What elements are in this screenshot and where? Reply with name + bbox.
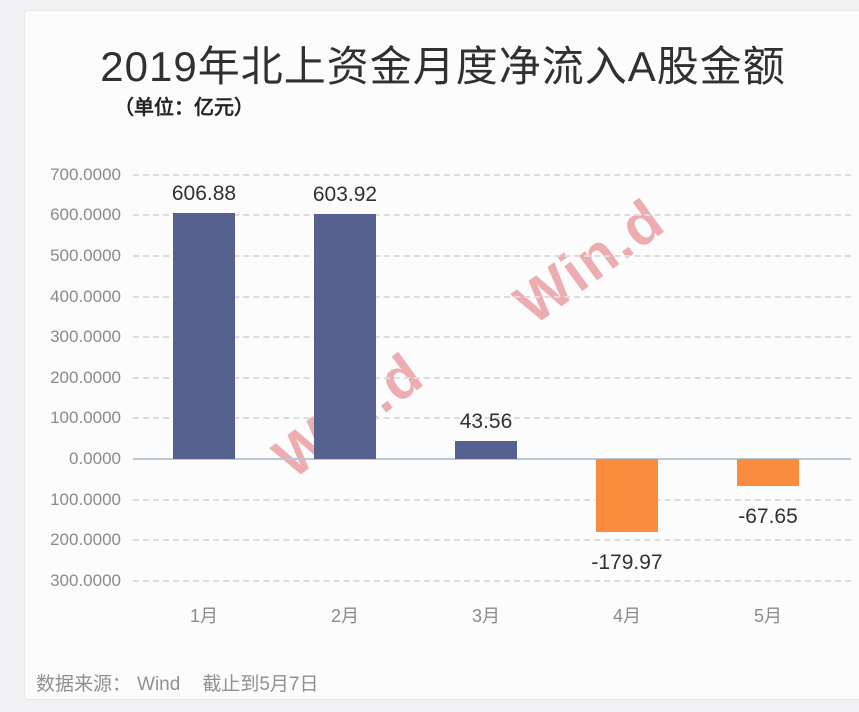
y-axis-tick-label: 700.0000 (50, 164, 121, 184)
y-axis-tick-label: 200.0000 (50, 530, 121, 550)
y-axis-tick-label: 0.0000 (69, 449, 121, 468)
bar-3月 (455, 441, 517, 459)
y-axis-tick-label: 100.0000 (50, 489, 121, 509)
x-axis-label: 1月 (189, 606, 218, 626)
gridline (133, 498, 851, 501)
cutoff-note: 截止到5月7日 (202, 674, 319, 695)
bar-2月 (314, 213, 376, 459)
bar-value-label: 43.56 (459, 410, 513, 434)
gridline (133, 214, 851, 217)
gridline (133, 376, 851, 379)
source-label: 数据来源： (36, 674, 132, 695)
bar-5月 (737, 459, 799, 487)
bar-value-label: -67.65 (738, 505, 798, 529)
gridline (133, 579, 851, 582)
y-axis-tick-label: 400.0000 (50, 286, 121, 306)
x-axis-label: 5月 (753, 606, 782, 626)
bar-value-label: 606.88 (171, 181, 237, 205)
zero-axis-line (133, 458, 851, 460)
chart-unit-label: （单位：亿元） (114, 97, 254, 119)
y-axis-tick-label: 300.0000 (50, 327, 121, 347)
chart-title: 2019年北上资金月度净流入A股金额 (100, 43, 786, 90)
plot-area: Win.d Win.d 700.0000600.0000500.0000400.… (25, 11, 859, 699)
bar-4月 (596, 459, 658, 533)
x-axis-label: 2月 (330, 606, 359, 626)
gridline (133, 417, 851, 420)
y-axis-tick-label: 300.0000 (50, 570, 121, 590)
wind-watermark: Win.d (502, 186, 677, 338)
x-axis-label: 4月 (612, 606, 641, 626)
gridline (133, 255, 851, 257)
y-axis-tick-label: 200.0000 (50, 367, 121, 387)
y-axis-tick-label: 100.0000 (50, 408, 121, 428)
source-name: Wind (137, 674, 181, 695)
bar-1月 (173, 212, 235, 459)
bar-value-label: -179.97 (591, 551, 663, 575)
gridline (133, 295, 851, 298)
gridline (133, 336, 851, 339)
gridline (133, 539, 851, 542)
y-axis-tick-label: 500.0000 (50, 246, 121, 265)
x-axis-label: 3月 (471, 606, 500, 626)
y-axis-tick-label: 600.0000 (50, 205, 121, 225)
data-source-note: 数据来源： Wind 截止到5月7日 (36, 669, 318, 696)
chart-card: 2019年北上资金月度净流入A股金额 （单位：亿元） Win.d Win.d 7… (24, 10, 859, 700)
bar-value-label: 603.92 (312, 182, 378, 206)
gridline (133, 173, 851, 176)
